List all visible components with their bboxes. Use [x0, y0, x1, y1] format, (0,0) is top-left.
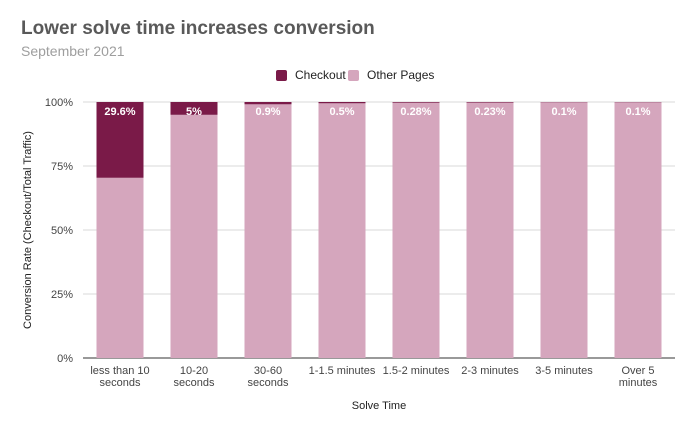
bar-other-pages — [466, 102, 514, 358]
y-tick-label: 50% — [51, 225, 73, 237]
y-tick-label: 100% — [45, 97, 73, 109]
data-label: 29.6% — [104, 106, 135, 118]
data-label: 0.1% — [625, 106, 650, 118]
x-tick-label: seconds — [174, 377, 215, 389]
bar-other-pages — [614, 102, 662, 358]
bar-checkout — [318, 102, 366, 104]
bar-checkout — [244, 102, 292, 105]
x-tick-label: Over 5 — [621, 365, 654, 377]
legend-swatch-checkout — [276, 69, 287, 81]
legend-label-other-pages: Other Pages — [367, 68, 435, 82]
bar-other-pages — [170, 114, 218, 358]
chart-subtitle: September 2021 — [21, 43, 125, 59]
y-tick-label: 25% — [51, 289, 73, 301]
x-tick-label: 10-20 — [180, 365, 208, 377]
x-tick-label: minutes — [619, 377, 658, 389]
chart-title: Lower solve time increases conversion — [21, 18, 375, 39]
x-tick-label: seconds — [100, 377, 141, 389]
bar-other-pages — [540, 102, 588, 358]
x-tick-label: 30-60 — [254, 365, 282, 377]
y-tick-label: 75% — [51, 161, 73, 173]
legend-item-other-pages: Other Pages — [348, 68, 434, 82]
data-label: 0.5% — [329, 106, 354, 118]
x-tick-label: 1-1.5 minutes — [309, 365, 376, 377]
x-tick-label: 3-5 minutes — [535, 365, 593, 377]
bar-other-pages — [96, 177, 144, 358]
data-label: 0.1% — [551, 106, 576, 118]
data-label: 5% — [186, 106, 202, 118]
data-label: 0.9% — [255, 106, 280, 118]
y-tick-label: 0% — [57, 353, 73, 365]
x-tick-label: 1.5-2 minutes — [383, 365, 450, 377]
bar-other-pages — [392, 102, 440, 358]
x-axis-title: Solve Time — [352, 400, 406, 412]
data-label: 0.28% — [400, 106, 431, 118]
bar-checkout — [466, 102, 514, 103]
bar-checkout — [96, 102, 144, 178]
bar-other-pages — [318, 103, 366, 358]
legend-swatch-other-pages — [348, 69, 359, 81]
x-tick-label: seconds — [248, 377, 289, 389]
bar-checkout — [170, 102, 218, 115]
bar-checkout — [392, 102, 440, 103]
legend-label-checkout: Checkout — [295, 68, 346, 82]
legend: Checkout Other Pages — [0, 68, 700, 86]
data-label: 0.23% — [474, 106, 505, 118]
x-tick-label: 2-3 minutes — [461, 365, 519, 377]
x-tick-label: less than 10 — [90, 365, 149, 377]
legend-item-checkout: Checkout — [276, 68, 346, 82]
y-axis-title: Conversion Rate (Checkout/Total Traffic) — [22, 131, 34, 329]
bar-other-pages — [244, 104, 292, 358]
